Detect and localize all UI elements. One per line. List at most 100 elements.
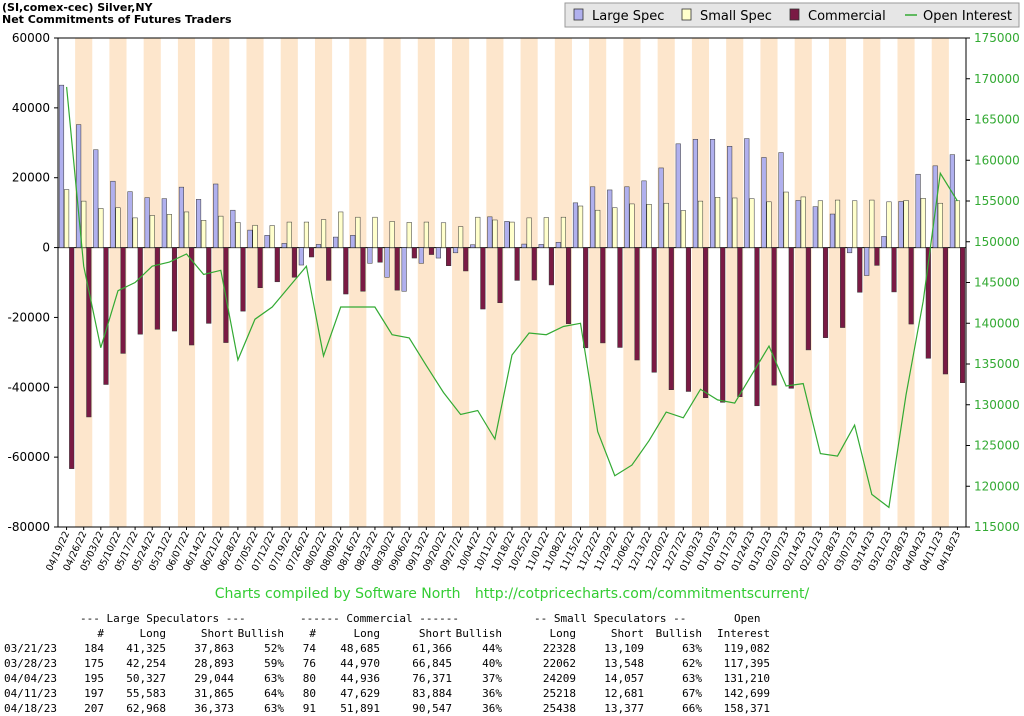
bar-large-spec <box>847 247 853 254</box>
c-long-header: Long <box>353 627 381 640</box>
bar-commercial <box>394 247 400 291</box>
credit-line: Charts compiled by Software North http:/… <box>0 586 1024 602</box>
bar-small-spec <box>526 217 532 248</box>
bar-commercial <box>308 247 315 258</box>
table-cell: 03/28/23 <box>4 657 57 670</box>
bar-small-spec <box>852 200 858 248</box>
stripe <box>863 38 881 527</box>
bar-commercial <box>154 247 160 330</box>
bar-small-spec <box>732 197 738 248</box>
bar-small-spec <box>903 200 909 248</box>
bar-large-spec <box>350 235 356 248</box>
bar-small-spec <box>920 198 926 248</box>
bar-commercial <box>274 247 280 283</box>
bar-small-spec <box>440 222 447 248</box>
bar-commercial <box>480 247 486 310</box>
table-cell: 197 <box>84 687 104 700</box>
table-cell: 63% <box>682 642 702 655</box>
stripe <box>349 38 367 527</box>
bar-small-spec <box>783 191 789 248</box>
s-long-header: Long <box>549 627 577 640</box>
bar-small-spec <box>235 222 241 248</box>
stripe <box>486 38 504 527</box>
table-cell: 52% <box>264 642 284 655</box>
bar-commercial <box>805 247 811 351</box>
right-tick-label: 135000 <box>974 357 1020 371</box>
bar-commercial <box>463 247 469 272</box>
table-cell: 67% <box>682 687 702 700</box>
bar-small-spec <box>372 216 378 248</box>
table-cell: 90,547 <box>412 702 452 715</box>
stripe <box>520 38 538 527</box>
bar-large-spec <box>127 191 133 248</box>
bar-small-spec <box>834 199 841 248</box>
bar-small-spec <box>475 216 481 248</box>
table-cell: 29,044 <box>194 672 234 685</box>
stripe <box>314 38 333 527</box>
table-cell: 04/04/23 <box>4 672 57 685</box>
bar-large-spec <box>898 201 904 248</box>
table-cell: 36,373 <box>194 702 234 715</box>
bar-small-spec <box>680 210 686 248</box>
bar-large-spec <box>213 183 219 248</box>
bar-commercial <box>822 247 829 338</box>
left-tick-label: 0 <box>42 241 50 255</box>
stripe <box>931 38 949 527</box>
right-tick-label: 175000 <box>974 31 1020 45</box>
table-cell: 142,699 <box>723 687 770 700</box>
right-tick-label: 150000 <box>974 235 1020 249</box>
c-bullish-header: Bullish <box>455 627 502 640</box>
group-header-open: Open <box>734 612 761 625</box>
bar-commercial <box>206 247 212 324</box>
right-tick-label: 130000 <box>974 398 1020 412</box>
table-cell: 74 <box>302 642 316 655</box>
left-tick-label: -40000 <box>7 380 50 394</box>
credit-url[interactable]: http://cotpricecharts.com/commitmentscur… <box>474 586 810 602</box>
table-cell: 44,970 <box>340 657 380 670</box>
table-cell: 66,845 <box>412 657 452 670</box>
left-tick-label: 20000 <box>12 171 50 185</box>
bar-large-spec <box>761 157 767 248</box>
bar-commercial <box>857 247 863 293</box>
bar-commercial <box>377 247 383 263</box>
table-cell: 40% <box>482 657 502 670</box>
bar-small-spec <box>132 217 138 248</box>
bar-large-spec <box>658 167 664 248</box>
short-header: Short <box>200 627 234 640</box>
bar-commercial <box>137 247 143 335</box>
bar-commercial <box>960 247 966 383</box>
bar-large-spec <box>435 247 441 259</box>
right-tick-label: 155000 <box>974 194 1020 208</box>
bar-large-spec <box>607 189 613 248</box>
right-tick-label: 165000 <box>974 113 1020 127</box>
left-tick-label: 40000 <box>12 101 50 115</box>
bar-large-spec <box>778 152 784 248</box>
table-cell: 80 <box>302 687 316 700</box>
bar-commercial <box>617 247 623 348</box>
right-tick-label: 120000 <box>974 479 1020 493</box>
c-short-header: Short <box>418 627 452 640</box>
table-cell: 51,891 <box>340 702 380 715</box>
bar-large-spec <box>452 247 459 254</box>
bar-commercial <box>257 247 263 288</box>
bar-large-spec <box>504 221 510 248</box>
bar-commercial <box>240 247 246 312</box>
table-cell: 62,968 <box>126 702 166 715</box>
right-tick-label: 160000 <box>974 153 1020 167</box>
stripe <box>417 38 435 527</box>
bar-large-spec <box>161 198 167 248</box>
bar-commercial <box>583 247 589 349</box>
bar-large-spec <box>795 200 801 248</box>
table-cell: 37% <box>482 672 502 685</box>
interest-header: Interest <box>717 627 770 640</box>
table-cell: 184 <box>84 642 104 655</box>
table-cell: 158,371 <box>723 702 770 715</box>
s-bullish-header: Bullish <box>655 627 702 640</box>
right-tick-label: 145000 <box>974 276 1020 290</box>
credit-text: Charts compiled by Software North <box>214 586 461 602</box>
bar-small-spec <box>817 200 823 248</box>
bar-small-spec <box>458 226 464 248</box>
stripe <box>554 38 572 527</box>
stripe <box>794 38 812 527</box>
bar-large-spec <box>384 247 390 278</box>
